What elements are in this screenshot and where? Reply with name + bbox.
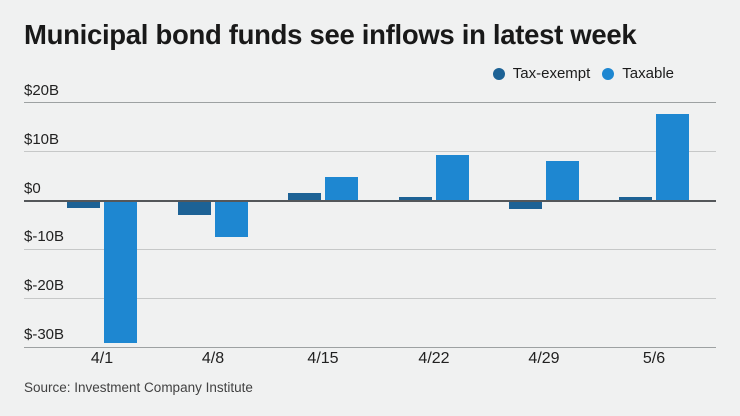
bar-taxable-4-22[interactable] (436, 154, 469, 201)
legend: Tax-exempt Taxable (492, 64, 674, 83)
legend-label-taxable: Taxable (622, 65, 674, 82)
bar-taxable-4-29[interactable] (546, 160, 579, 201)
legend-item-taxable: Taxable (602, 65, 674, 82)
x-axis-tick-label: 4/15 (307, 350, 339, 367)
legend-label-tax-exempt: Tax-exempt (512, 65, 591, 82)
bar-taxable-4-15[interactable] (325, 177, 358, 201)
x-axis-tick-label: 4/8 (201, 350, 225, 367)
x-axis-tick-label: 5/6 (642, 350, 666, 367)
bar-tax-exempt-4-29[interactable] (509, 200, 542, 209)
bar-tax-exempt-4-1[interactable] (67, 200, 100, 208)
bar-tax-exempt-4-15[interactable] (288, 192, 321, 201)
bar-taxable-4-1[interactable] (104, 200, 137, 343)
bar-tax-exempt-4-22[interactable] (399, 197, 432, 201)
zero-axis-line (24, 199, 716, 202)
x-axis-tick-label: 4/22 (418, 350, 450, 367)
y-axis-tick-label: $-30B (24, 326, 65, 344)
legend-item-tax-exempt: Tax-exempt (492, 65, 591, 82)
gridline (24, 151, 716, 153)
y-axis-tick-label: $0 (24, 179, 41, 197)
bar-taxable-5-6[interactable] (656, 113, 689, 201)
y-axis-tick-label: $20B (24, 81, 60, 99)
bar-taxable-4-8[interactable] (215, 200, 248, 238)
gridline (24, 248, 716, 250)
y-axis-tick-label: $10B (24, 130, 60, 148)
gridline (24, 297, 716, 299)
tax-exempt-swatch-icon (492, 67, 505, 80)
gridline (24, 346, 716, 348)
x-axis-tick-label: 4/1 (90, 350, 114, 367)
y-axis-tick-label: $-20B (24, 277, 65, 295)
taxable-swatch-icon (602, 67, 615, 80)
source-note: Source: Investment Company Institute (24, 380, 253, 395)
x-axis-tick-label: 4/29 (528, 350, 560, 367)
chart-title: Municipal bond funds see inflows in late… (24, 19, 637, 50)
bar-tax-exempt-4-8[interactable] (178, 200, 211, 215)
y-axis-tick-label: $-10B (24, 228, 65, 246)
bar-tax-exempt-5-6[interactable] (619, 197, 652, 201)
gridline (24, 102, 716, 104)
